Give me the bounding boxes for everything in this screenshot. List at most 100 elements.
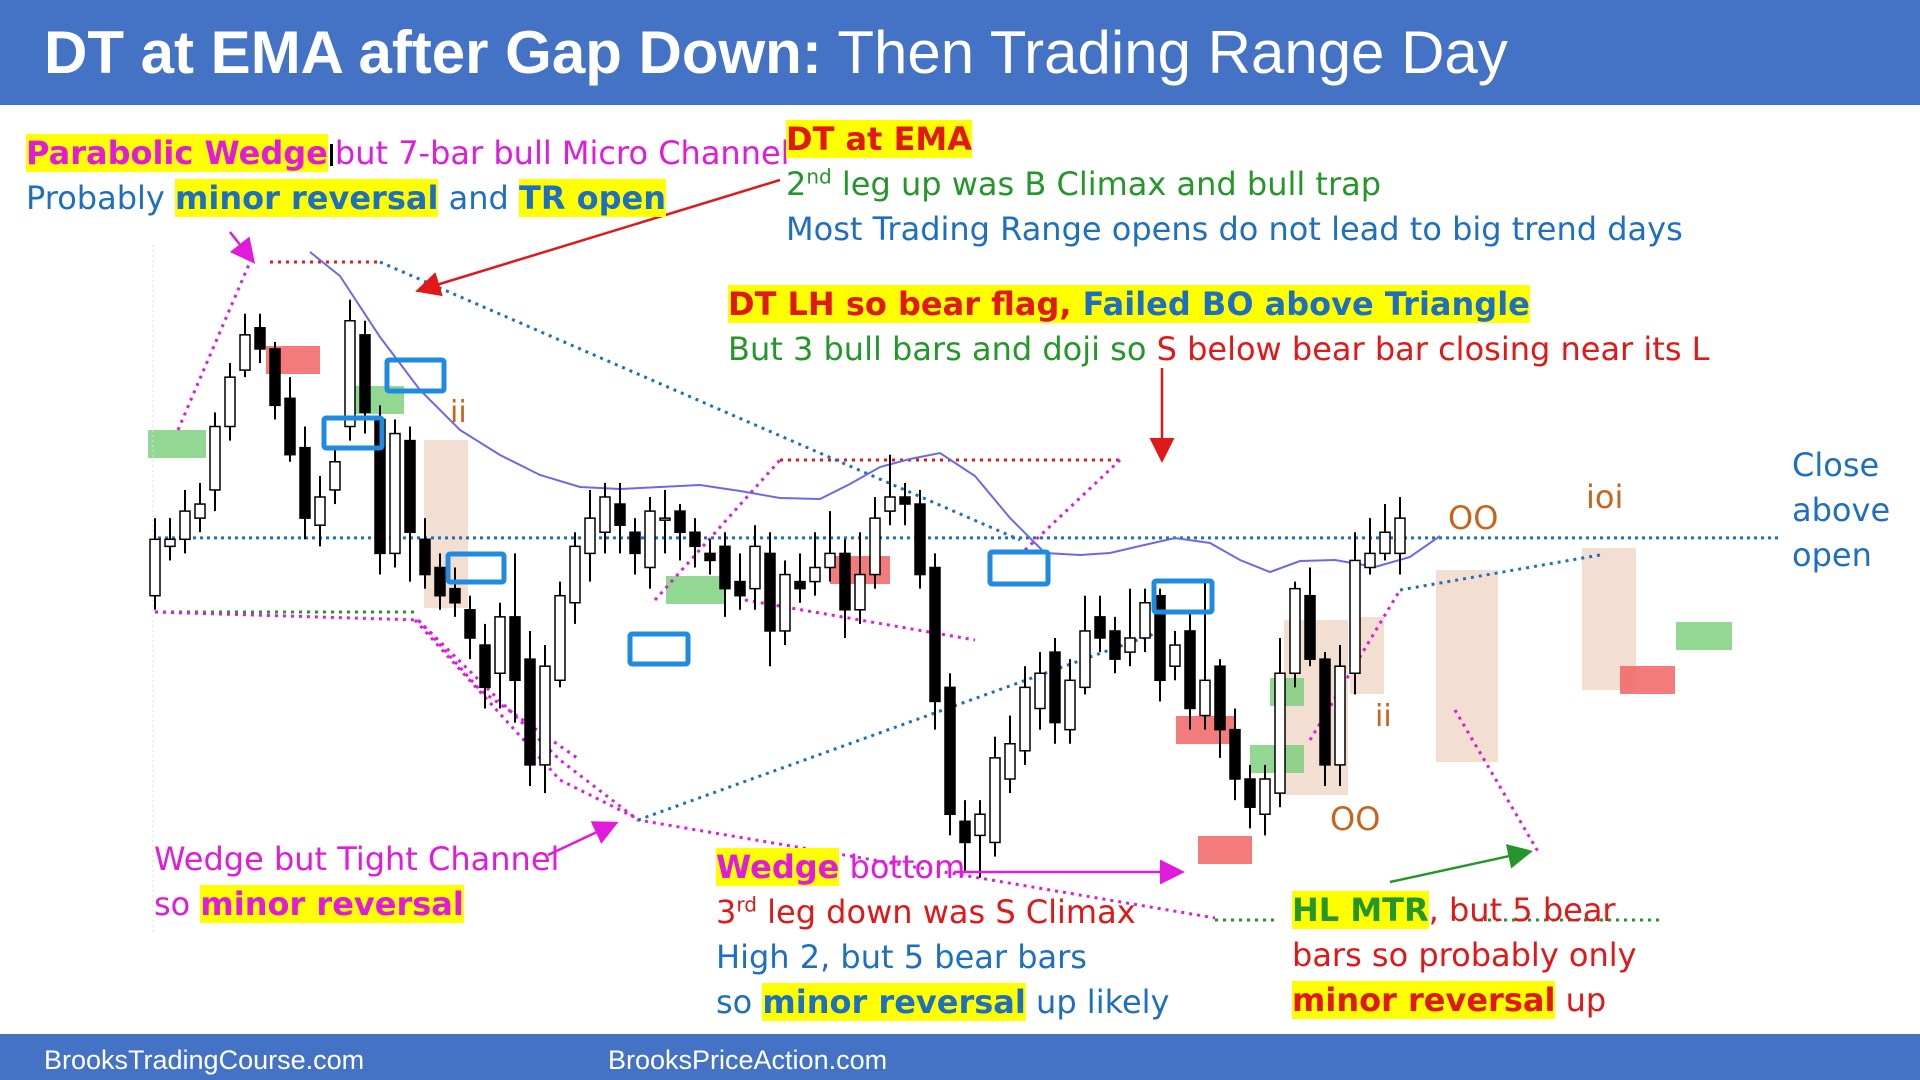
candle-body-4: [209, 425, 221, 491]
candle-body-38: [719, 545, 731, 590]
candle-body-73: [1244, 778, 1256, 808]
candle-body-30: [599, 496, 611, 533]
footer-right-text: BrooksPriceAction.com: [608, 1045, 888, 1075]
most-tr-note: Most Trading Range opens do not lead to …: [786, 210, 1683, 248]
candle-body-70: [1199, 679, 1211, 717]
signal-box-0: [321, 415, 385, 451]
parabolic-label: Parabolic Wedge: [26, 134, 328, 172]
ii-label-1: ii: [450, 395, 467, 430]
candle-body-74: [1259, 778, 1271, 815]
candle-body-32: [629, 531, 641, 555]
second-leg-note: 2nd leg up was B Climax and bull trap: [786, 162, 1381, 207]
text-cursor-icon: [329, 144, 333, 166]
third-leg-note: 3rd leg down was S Climax: [716, 890, 1136, 935]
candle-body-58: [1019, 686, 1031, 752]
wedge-tight-note: Wedge but Tight Channel: [154, 840, 560, 878]
candle-body-69: [1184, 630, 1196, 710]
ioi-trend-line: [1399, 553, 1601, 592]
wedge-bottom-a: Wedge: [716, 848, 840, 886]
ioi-label: ioi: [1586, 478, 1624, 516]
candle-body-13: [344, 320, 356, 428]
candle-body-23: [494, 616, 506, 674]
candle-body-28: [569, 545, 581, 604]
bear-signal-shade-4: [1620, 666, 1675, 694]
candle-body-18: [419, 538, 431, 576]
close-note-2: above: [1792, 491, 1891, 529]
dt-ema-label: DT at EMA: [786, 120, 973, 158]
dt-lh-note: DT LH so bear flag, Failed BO above Tria…: [728, 282, 1530, 327]
candle-body-71: [1214, 665, 1226, 731]
candle-body-12: [329, 461, 341, 491]
ema-line: [309, 251, 1441, 574]
candle-body-67: [1154, 594, 1166, 682]
parabolic-wedge-line: [176, 261, 252, 431]
candle-body-36: [689, 531, 701, 548]
second-leg-sup: nd: [806, 164, 832, 189]
candle-body-50: [899, 496, 911, 505]
parabolic-wedge-note: Parabolic Wedge but 7-bar bull Micro Chan…: [26, 131, 790, 176]
candle-body-22: [479, 644, 491, 689]
triangle-support-line: [637, 628, 1166, 822]
candle-body-72: [1229, 728, 1241, 780]
probably-c: and: [438, 179, 519, 217]
candle-body-56: [989, 757, 1001, 844]
bear-signal-shade-3: [1198, 836, 1252, 864]
hl-mtr-note-2: bars so probably only: [1292, 936, 1637, 974]
candle-body-0: [149, 538, 161, 597]
candle-body-37: [704, 552, 716, 562]
three-bull-b: S below bear bar closing near its L: [1156, 330, 1710, 368]
candle-body-31: [614, 503, 626, 526]
candle-body-24: [509, 616, 521, 682]
failed-bo-label: Failed BO above Triangle: [1082, 285, 1530, 323]
bull-signal-shade-2: [666, 576, 724, 604]
ii-label-2: ii: [1375, 699, 1392, 734]
candle-body-17: [404, 439, 416, 534]
title-rest: Then Trading Range Day: [821, 19, 1508, 86]
candle-body-35: [674, 510, 686, 534]
candle-body-79: [1334, 665, 1346, 766]
signal-box-5: [1151, 578, 1215, 615]
candle-body-54: [959, 820, 971, 844]
candle-body-33: [644, 510, 656, 569]
candle-body-25: [524, 658, 536, 766]
candle-body-6: [239, 334, 251, 371]
candle-body-66: [1139, 602, 1151, 639]
candle-body-29: [584, 517, 596, 555]
candle-body-80: [1349, 559, 1361, 675]
candle-body-83: [1394, 517, 1406, 555]
candle-body-21: [464, 609, 476, 639]
so-a: so: [716, 983, 763, 1021]
dt-ema-note: DT at EMA: [786, 117, 973, 162]
footer-left-text: BrooksTradingCourse.com: [44, 1045, 365, 1075]
third-pre: 3: [716, 893, 737, 931]
candle-body-45: [824, 552, 836, 569]
candle-body-2: [179, 510, 191, 541]
candle-body-49: [884, 496, 896, 512]
probably-b: minor reversal: [175, 179, 439, 217]
hl-mtr-note: HL MTR, but 5 bear: [1292, 888, 1616, 933]
close-note-1: Close: [1792, 446, 1880, 484]
candle-body-75: [1274, 672, 1286, 794]
candle-body-8: [269, 348, 281, 407]
candle-body-62: [1079, 630, 1091, 689]
footer-bar: [0, 1034, 1920, 1080]
candle-body-26: [539, 665, 551, 766]
candle-body-16: [389, 432, 401, 555]
probably-note: Probably minor reversal and TR open: [26, 176, 666, 221]
candle-body-57: [1004, 743, 1016, 780]
candle-body-9: [284, 397, 296, 456]
candle-body-78: [1319, 658, 1331, 766]
title-bar: [0, 0, 1920, 105]
candle-body-20: [449, 587, 461, 604]
candle-body-76: [1289, 587, 1301, 675]
wtc-c: minor reversal: [200, 885, 464, 923]
page-title: DT at EMA after Gap Down: Then Trading R…: [44, 18, 1508, 87]
signal-box-4: [987, 549, 1051, 587]
dt-lh-label: DT LH so bear flag,: [728, 285, 1072, 323]
candle-body-10: [299, 446, 311, 519]
candle-body-55: [974, 813, 986, 837]
candle-body-42: [779, 573, 791, 632]
candle-body-63: [1094, 616, 1106, 639]
three-bull-note: But 3 bull bars and doji so S below bear…: [728, 327, 1709, 372]
